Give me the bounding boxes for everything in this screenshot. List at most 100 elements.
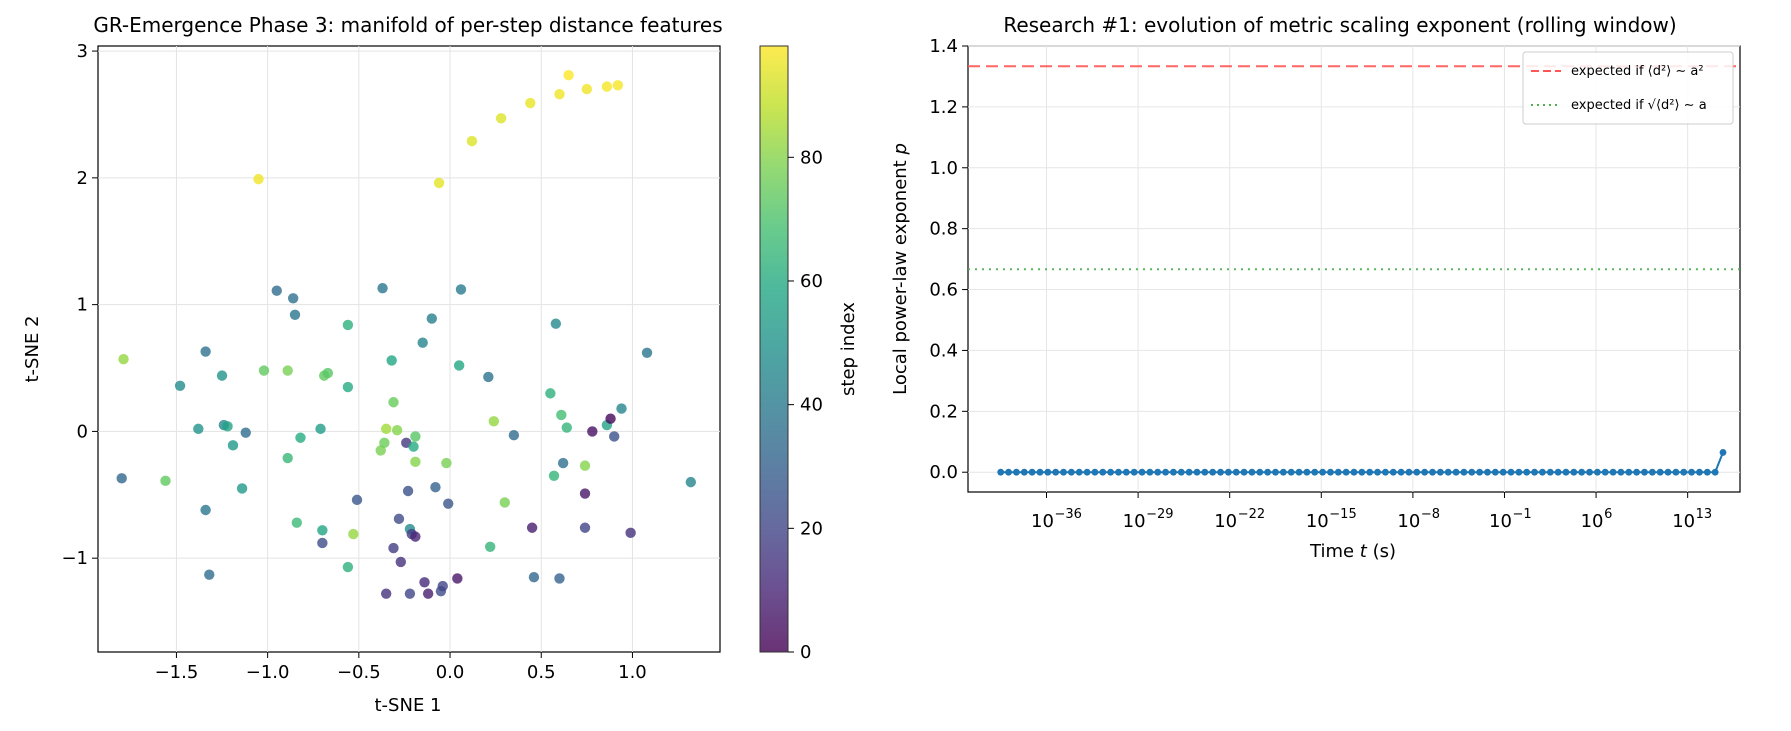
colorbar-tick-label: 20 xyxy=(800,518,823,539)
series-point xyxy=(1201,468,1209,476)
scatter-point xyxy=(579,460,591,471)
line-title: Research #1: evolution of metric scaling… xyxy=(1003,13,1676,37)
series-point xyxy=(1507,468,1515,476)
scatter-y-tick-label: 3 xyxy=(77,41,88,62)
colorbar-tick-label: 60 xyxy=(800,271,823,292)
series-point xyxy=(1075,468,1083,476)
series-point xyxy=(1303,468,1311,476)
series-point xyxy=(1342,468,1350,476)
scatter-point xyxy=(342,319,354,331)
series-point xyxy=(1209,468,1217,476)
scatter-points xyxy=(116,69,697,599)
scatter-point xyxy=(388,542,399,554)
line-y-label: Local power-law exponent p xyxy=(890,143,911,395)
series-point xyxy=(1366,468,1374,476)
series-point xyxy=(1044,468,1052,476)
scatter-point xyxy=(204,569,215,580)
line-x-tick-exponent: −22 xyxy=(1238,507,1265,522)
series-point xyxy=(1295,468,1303,476)
scatter-y-tick-label: −1 xyxy=(61,548,88,569)
scatter-point xyxy=(386,355,397,366)
series-point xyxy=(1162,468,1169,476)
series-point xyxy=(1429,468,1436,476)
line-x-tick-label: 10 xyxy=(1306,511,1329,532)
scatter-y-label: t-SNE 2 xyxy=(22,316,43,383)
series-point xyxy=(1664,468,1672,476)
scatter-point xyxy=(422,588,434,599)
line-x-tick-label: 10 xyxy=(1123,511,1146,532)
series-point xyxy=(1240,468,1248,476)
series-point xyxy=(1185,468,1193,476)
scatter-point xyxy=(160,475,171,487)
line-y-label-prefix: Local power-law exponent xyxy=(890,155,911,395)
line-x-tick-label: 10 xyxy=(1581,511,1604,532)
series-point xyxy=(1272,468,1279,476)
colorbar-gradient xyxy=(759,45,789,653)
scatter-point xyxy=(443,498,454,509)
series-point xyxy=(1067,468,1075,476)
series-point xyxy=(1554,468,1562,476)
colorbar-tick-label: 80 xyxy=(800,147,823,168)
scatter-point xyxy=(579,522,591,533)
series-point xyxy=(1719,449,1727,456)
scatter-point xyxy=(601,81,613,92)
scatter-point xyxy=(315,423,326,435)
line-y-tick-label: 0.0 xyxy=(929,462,958,483)
series-point xyxy=(1146,468,1154,476)
scatter-y-axis: −1 0 1 2 3 xyxy=(61,41,98,569)
series-point xyxy=(1672,468,1680,476)
scatter-point xyxy=(200,346,211,357)
scatter-point xyxy=(625,527,636,539)
series-point xyxy=(1083,468,1091,476)
scatter-point xyxy=(317,525,328,536)
series-point xyxy=(1476,468,1484,476)
scatter-point xyxy=(554,573,565,584)
line-y-tick-label: 0.6 xyxy=(929,280,958,301)
series-point xyxy=(1656,468,1664,476)
legend-label-2: expected if √⟨d²⟩ ∼ a xyxy=(1571,98,1707,113)
scatter-point xyxy=(317,537,328,549)
series-point xyxy=(1641,468,1648,476)
line-x-tick-exponent: −1 xyxy=(1512,507,1531,522)
line-x-tick-label: 10 xyxy=(1031,511,1054,532)
scatter-x-label: t-SNE 1 xyxy=(375,695,442,716)
scatter-point xyxy=(118,353,129,365)
legend-box xyxy=(1522,51,1734,125)
scatter-point xyxy=(271,285,282,296)
series-point xyxy=(1578,468,1586,476)
series-point xyxy=(1499,468,1507,476)
series-point xyxy=(1711,468,1719,476)
line-y-axis: 0.0 0.2 0.4 0.6 0.8 1.0 1.2 1.4 xyxy=(929,36,968,483)
scatter-point xyxy=(581,83,593,95)
scatter-point xyxy=(408,441,419,452)
scatter-point xyxy=(410,456,421,468)
scatter-x-tick-label: −0.5 xyxy=(337,662,381,683)
series-point xyxy=(1350,468,1358,476)
series-point xyxy=(1248,468,1256,476)
scatter-point xyxy=(200,504,211,516)
scatter-point xyxy=(253,173,264,185)
line-x-axis: 10 −36 10 −29 10 −22 10 −15 10 −8 10 −1 10 6 10 13 xyxy=(1031,492,1712,532)
series-point xyxy=(1468,468,1476,476)
scatter-point xyxy=(380,423,392,435)
colorbar-label: step index xyxy=(838,302,859,396)
scatter-point xyxy=(410,531,421,542)
series-point xyxy=(1013,468,1020,476)
scatter-point xyxy=(222,421,233,432)
scatter-x-tick-label: −1.5 xyxy=(155,662,199,683)
series-point xyxy=(1570,468,1578,476)
line-x-label: Time t (s) xyxy=(1309,541,1396,562)
scatter-x-tick-label: 0.5 xyxy=(527,662,556,683)
series-point xyxy=(1256,468,1264,476)
scatter-point xyxy=(282,365,293,376)
series-point xyxy=(1327,468,1334,476)
series-point xyxy=(1028,468,1036,476)
scatter-x-tick-label: −1.0 xyxy=(246,662,290,683)
series-point xyxy=(1217,468,1224,476)
scatter-y-tick-label: 1 xyxy=(77,295,88,316)
series-point xyxy=(1154,468,1162,476)
scatter-point xyxy=(561,422,572,433)
series-point xyxy=(1696,468,1703,476)
series-point xyxy=(1122,468,1130,476)
